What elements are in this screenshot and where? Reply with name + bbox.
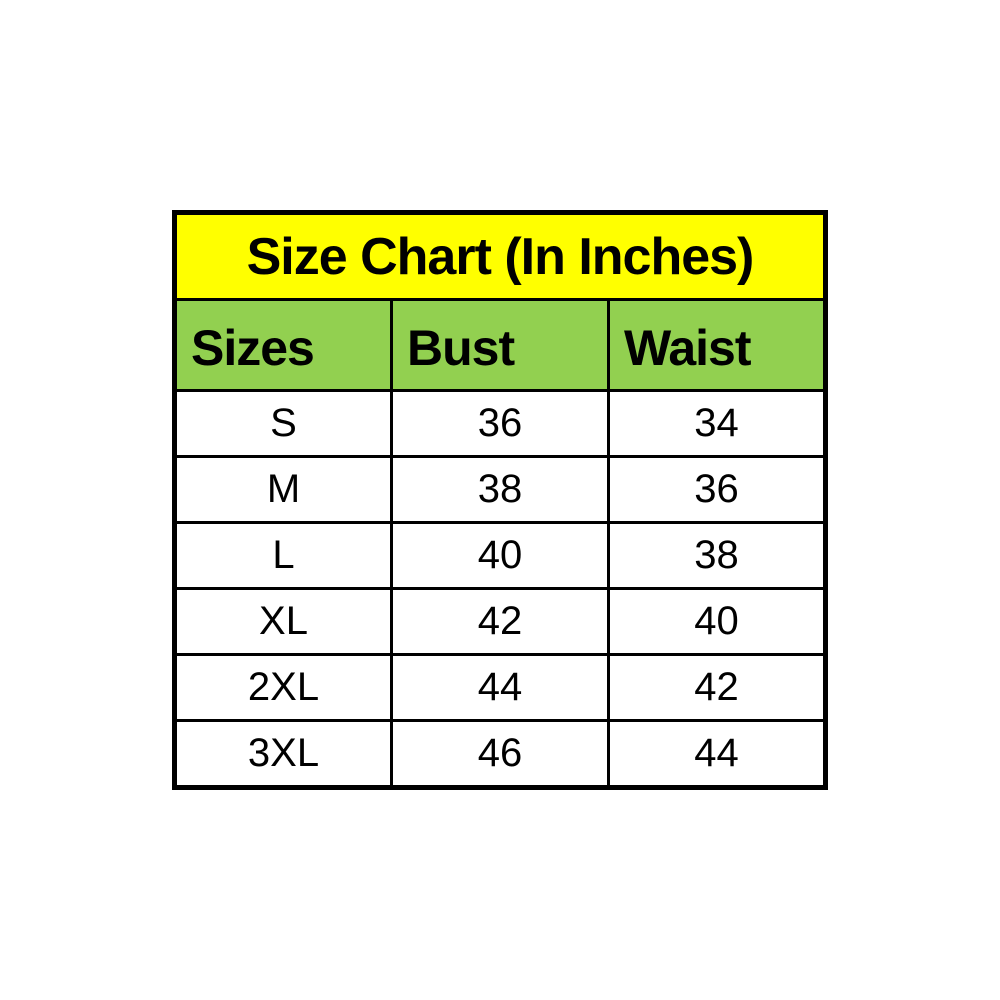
bust-cell: 40 [390,520,610,590]
size-cell: 3XL [173,718,393,790]
column-header-bust: Bust [390,298,610,392]
bust-cell: 46 [390,718,610,790]
chart-title: Size Chart (In Inches) [173,210,827,302]
table-row-2xl: 2XL 44 42 [173,652,827,722]
table-row-xl: XL 42 40 [173,586,827,656]
size-cell: 2XL [173,652,393,722]
header-row: Sizes Bust Waist [173,298,827,392]
waist-cell: 38 [607,520,827,590]
size-chart-table: Size Chart (In Inches) Sizes Bust Waist … [172,210,828,790]
table-row-3xl: 3XL 46 44 [173,718,827,790]
size-cell: M [173,454,393,524]
column-header-waist: Waist [607,298,827,392]
size-cell: L [173,520,393,590]
bust-cell: 42 [390,586,610,656]
waist-cell: 34 [607,388,827,458]
bust-cell: 36 [390,388,610,458]
waist-cell: 40 [607,586,827,656]
title-row: Size Chart (In Inches) [173,210,827,302]
waist-cell: 42 [607,652,827,722]
waist-cell: 36 [607,454,827,524]
bust-cell: 44 [390,652,610,722]
table-row-l: L 40 38 [173,520,827,590]
table-row-s: S 36 34 [173,388,827,458]
table-row-m: M 38 36 [173,454,827,524]
size-cell: XL [173,586,393,656]
waist-cell: 44 [607,718,827,790]
column-header-sizes: Sizes [173,298,393,392]
bust-cell: 38 [390,454,610,524]
size-cell: S [173,388,393,458]
